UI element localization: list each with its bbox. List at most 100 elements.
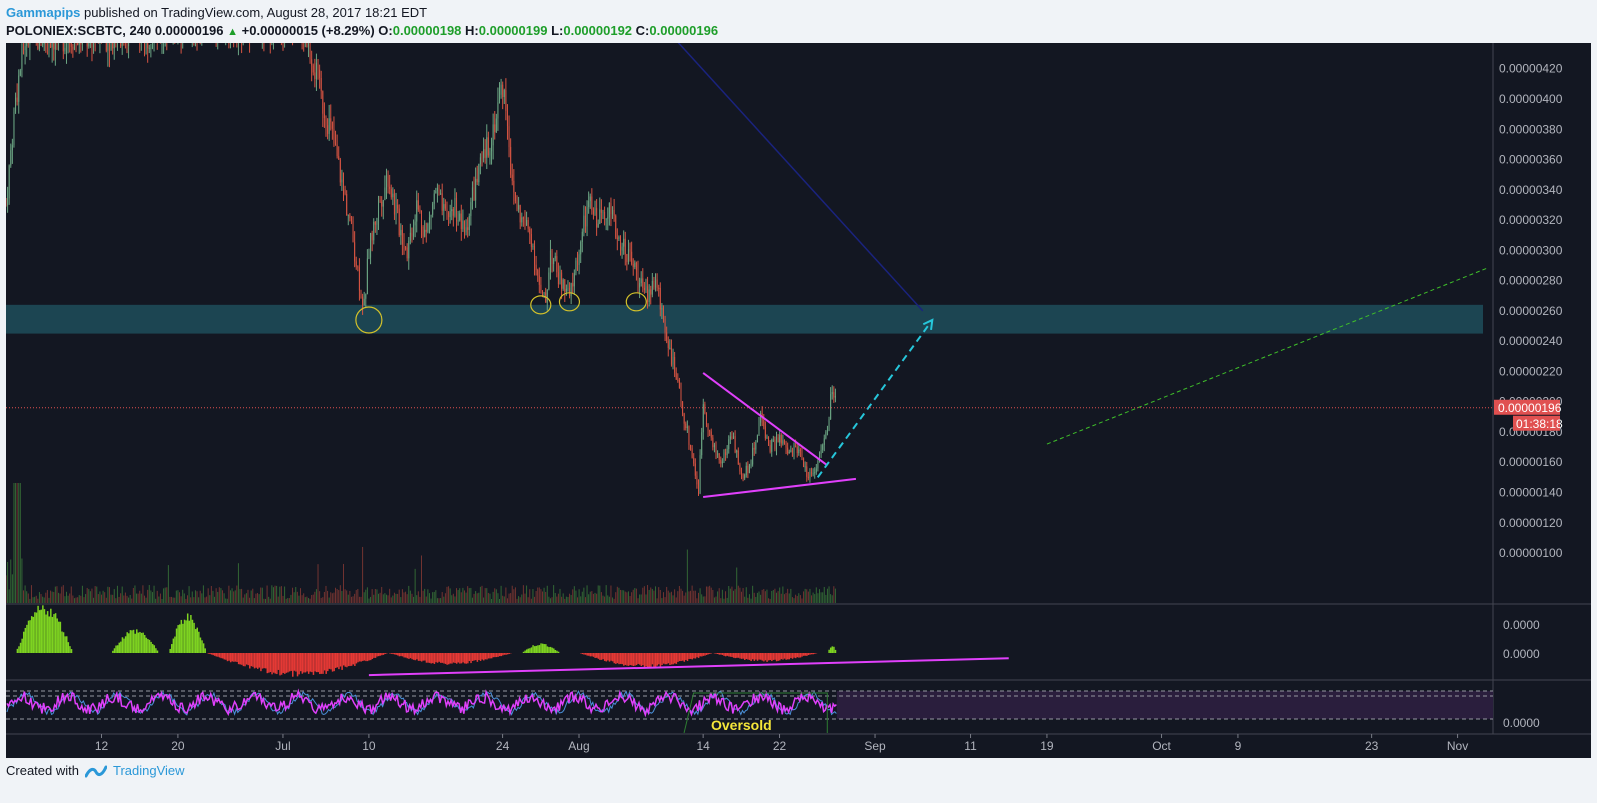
volume-bar: [7, 561, 9, 603]
candle-body: [782, 440, 784, 444]
osc-negative-bar: [444, 653, 447, 664]
volume-bar: [249, 597, 251, 603]
volume-bar: [272, 587, 274, 603]
volume-bar: [459, 588, 461, 603]
candle-body: [688, 426, 690, 446]
price-tick-label: 0.00000420: [1499, 62, 1563, 76]
volume-bar: [481, 585, 483, 603]
candle-body: [393, 193, 395, 215]
price-tick-label: 0.00000140: [1499, 486, 1563, 500]
osc-positive-bar: [18, 646, 20, 653]
osc-negative-bar: [656, 653, 658, 666]
time-tick-label: 14: [696, 739, 710, 753]
volume-bar: [677, 591, 679, 603]
volume-bar: [830, 594, 832, 603]
osc-positive-bar: [546, 646, 549, 653]
osc-negative-bar: [352, 653, 355, 665]
osc-negative-bar: [742, 653, 744, 659]
candle-body: [637, 270, 639, 288]
candle-body: [65, 43, 67, 48]
volume-bar: [65, 591, 67, 603]
volume-bar: [126, 595, 128, 603]
candle-body: [834, 396, 836, 398]
volume-bar: [586, 585, 588, 603]
volume-bar: [785, 592, 787, 603]
volume-bar: [210, 585, 212, 603]
osc-negative-bar: [258, 653, 261, 668]
volume-bar: [381, 586, 383, 603]
candle-body: [150, 47, 152, 49]
candle-body: [642, 278, 644, 288]
candle-body: [414, 221, 416, 226]
volume-bar: [86, 587, 88, 603]
candle-body: [378, 200, 380, 219]
volume-bar: [378, 593, 380, 603]
volume-bar: [513, 589, 515, 603]
volume-bar: [247, 589, 249, 603]
candle-body: [449, 211, 451, 218]
osc-positive-bar: [59, 621, 62, 653]
osc-negative-bar: [271, 653, 273, 675]
candle-body: [23, 43, 25, 51]
volume-bar: [400, 597, 402, 603]
osc-positive-bar: [124, 636, 127, 653]
volume-bar: [814, 594, 816, 603]
candle-body: [72, 46, 74, 50]
volume-bar: [530, 598, 532, 603]
candle-body: [62, 43, 64, 52]
volume-bar: [206, 596, 208, 603]
chart-area[interactable]: 0.0000 0.0000 Oversold 0.0000 0.00000420 0.…: [6, 43, 1591, 758]
volume-bar: [198, 597, 200, 603]
volume-bar: [338, 590, 340, 603]
candle-body: [602, 211, 604, 213]
candle-body: [815, 468, 817, 473]
chart-svg[interactable]: 0.00000.0000 Oversold 0.0000 0.000004200.…: [6, 43, 1591, 758]
candle-body: [368, 257, 370, 259]
volume-bar: [449, 588, 451, 603]
volume-bar: [421, 555, 423, 603]
candle-body: [416, 200, 418, 222]
candle-body: [812, 473, 814, 475]
volume-bar: [186, 595, 188, 603]
volume-bar: [812, 592, 814, 603]
candle-body: [362, 296, 364, 306]
osc-positive-bar: [137, 632, 140, 653]
tradingview-link[interactable]: TradingView: [112, 763, 185, 778]
volume-bar: [91, 588, 93, 603]
candle-body: [580, 242, 582, 255]
volume-bar: [21, 558, 23, 603]
volume-bar: [38, 592, 40, 603]
volume-bar: [376, 589, 378, 603]
volume-bar: [669, 592, 671, 603]
osc-negative-bar: [651, 653, 654, 665]
candle-body: [731, 436, 733, 439]
osc-negative-bar: [775, 653, 778, 662]
candle-body: [357, 266, 359, 268]
volume-bar: [218, 587, 220, 603]
osc-positive-bar: [201, 640, 203, 653]
osc-positive-bar: [554, 649, 557, 653]
osc-negative-bar: [774, 653, 776, 660]
volume-bar: [567, 596, 569, 603]
osc-negative-bar: [397, 653, 399, 656]
candle-body: [639, 283, 641, 288]
osc-negative-bar: [638, 653, 641, 665]
osc-negative-bar: [626, 653, 628, 666]
candle-body: [758, 422, 760, 436]
osc-negative-bar: [701, 653, 703, 657]
candle-body: [475, 178, 477, 201]
candle-body: [721, 461, 723, 464]
volume-bar: [511, 585, 513, 603]
author-link[interactable]: Gammapips: [6, 5, 81, 20]
osc-positive-bar: [191, 619, 194, 653]
countdown-label: 01:38:18: [1516, 417, 1563, 431]
osc-negative-bar: [751, 653, 754, 660]
osc-negative-bar: [694, 653, 697, 659]
osc-positive-bar: [27, 620, 30, 653]
osc-negative-bar: [358, 653, 361, 662]
volume-bar: [690, 590, 692, 603]
volume-bar: [312, 594, 314, 603]
osc-negative-bar: [416, 653, 418, 660]
candle-body: [471, 187, 473, 203]
candle-body: [479, 157, 481, 165]
